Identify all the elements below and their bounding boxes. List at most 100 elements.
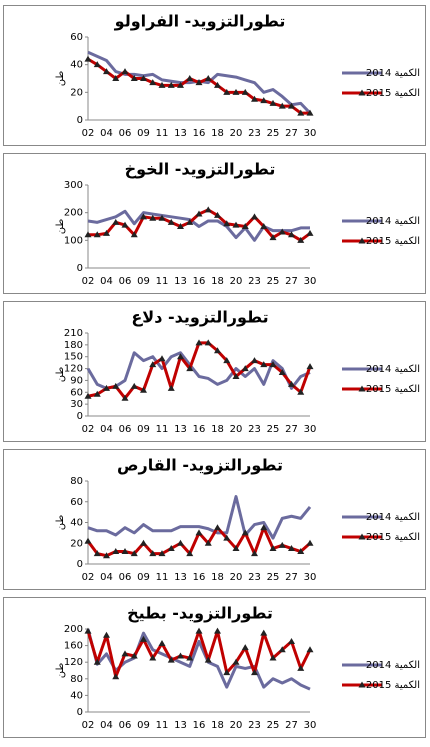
legend-marker [358, 237, 366, 244]
marker [204, 206, 212, 213]
y-tick-label: 20 [70, 538, 83, 549]
marker [112, 75, 120, 81]
marker [214, 627, 221, 634]
x-tick-label: 20 [230, 276, 243, 287]
y-tick-label: 100 [64, 235, 83, 246]
marker [93, 231, 101, 238]
marker [112, 382, 120, 389]
marker [306, 539, 314, 546]
marker [167, 544, 175, 551]
marker [103, 68, 110, 75]
x-tick-label: 16 [193, 572, 206, 583]
marker [158, 640, 166, 647]
x-tick-label: 27 [285, 720, 298, 731]
x-tick-label: 18 [211, 128, 224, 139]
marker [251, 669, 258, 676]
series-line [87, 495, 312, 540]
x-tick-label: 13 [174, 424, 187, 435]
marker [84, 231, 92, 238]
marker [278, 541, 286, 548]
marker [121, 221, 129, 228]
chart-title: تطورالتزويد- دلاع [131, 308, 268, 327]
marker [186, 654, 194, 661]
y-tick-label: 0 [77, 707, 83, 718]
x-tick-label: 06 [119, 572, 132, 583]
marker [186, 75, 194, 81]
y-tick-label: 40 [70, 690, 83, 701]
legend-label: الكمية 2014 [366, 512, 420, 523]
marker [158, 214, 166, 221]
marker [177, 539, 184, 546]
marker [130, 652, 138, 659]
marker [260, 524, 268, 531]
x-tick-label: 09 [137, 276, 150, 287]
marker [269, 234, 277, 241]
x-tick-label: 25 [267, 572, 280, 583]
x-tick-label: 30 [304, 128, 317, 139]
y-tick-label: 60 [70, 387, 83, 398]
marker [204, 339, 212, 346]
chart-title: تطورالتزويد- الفراولو [114, 12, 286, 31]
marker [167, 218, 175, 225]
x-tick-label: 13 [174, 128, 187, 139]
x-tick-label: 04 [100, 720, 113, 731]
marker [306, 646, 314, 653]
marker [149, 79, 157, 86]
marker [177, 81, 184, 88]
y-tick-label: 0 [77, 559, 83, 570]
marker [204, 75, 212, 81]
y-tick-label: 0 [77, 115, 83, 126]
marker [260, 97, 268, 104]
marker [223, 357, 231, 364]
marker [130, 550, 138, 557]
y-tick-label: 0 [77, 411, 83, 422]
marker [297, 388, 305, 395]
legend-marker [358, 681, 366, 688]
x-tick-label: 25 [267, 128, 280, 139]
series-line [86, 351, 311, 390]
marker [251, 550, 258, 557]
marker [130, 382, 138, 389]
marker [103, 552, 110, 559]
legend-label: الكمية 2014 [366, 660, 420, 671]
x-tick-label: 27 [285, 572, 298, 583]
x-tick-label: 16 [193, 424, 206, 435]
x-tick-label: 16 [193, 128, 206, 139]
marker [278, 228, 286, 235]
marker [149, 214, 157, 221]
marker [278, 369, 286, 376]
x-tick-label: 27 [285, 128, 298, 139]
x-tick-label: 06 [119, 424, 132, 435]
marker [269, 544, 277, 551]
marker [214, 524, 221, 531]
y-axis-label: طن [55, 663, 66, 679]
marker [306, 363, 314, 370]
marker [278, 646, 286, 653]
x-tick-label: 23 [248, 720, 261, 731]
x-tick-label: 23 [248, 424, 261, 435]
marker [93, 658, 101, 665]
legend-label: الكمية 2015 [366, 88, 420, 99]
marker [306, 109, 314, 116]
marker [223, 669, 231, 676]
x-tick-label: 30 [304, 424, 317, 435]
marker [269, 99, 277, 106]
y-tick-label: 40 [70, 60, 83, 71]
y-tick-label: 120 [64, 657, 83, 668]
marker [140, 539, 147, 546]
x-tick-label: 20 [230, 572, 243, 583]
x-tick-label: 04 [100, 128, 113, 139]
x-tick-label: 06 [119, 128, 132, 139]
marker [186, 550, 194, 557]
marker [306, 229, 314, 236]
marker [84, 537, 92, 544]
marker [214, 211, 221, 218]
y-tick-label: 40 [70, 518, 83, 529]
marker [121, 548, 129, 555]
chart-frame [3, 153, 426, 294]
x-tick-label: 04 [100, 424, 113, 435]
marker [121, 394, 129, 401]
marker [177, 652, 184, 659]
x-tick-label: 02 [82, 276, 95, 287]
